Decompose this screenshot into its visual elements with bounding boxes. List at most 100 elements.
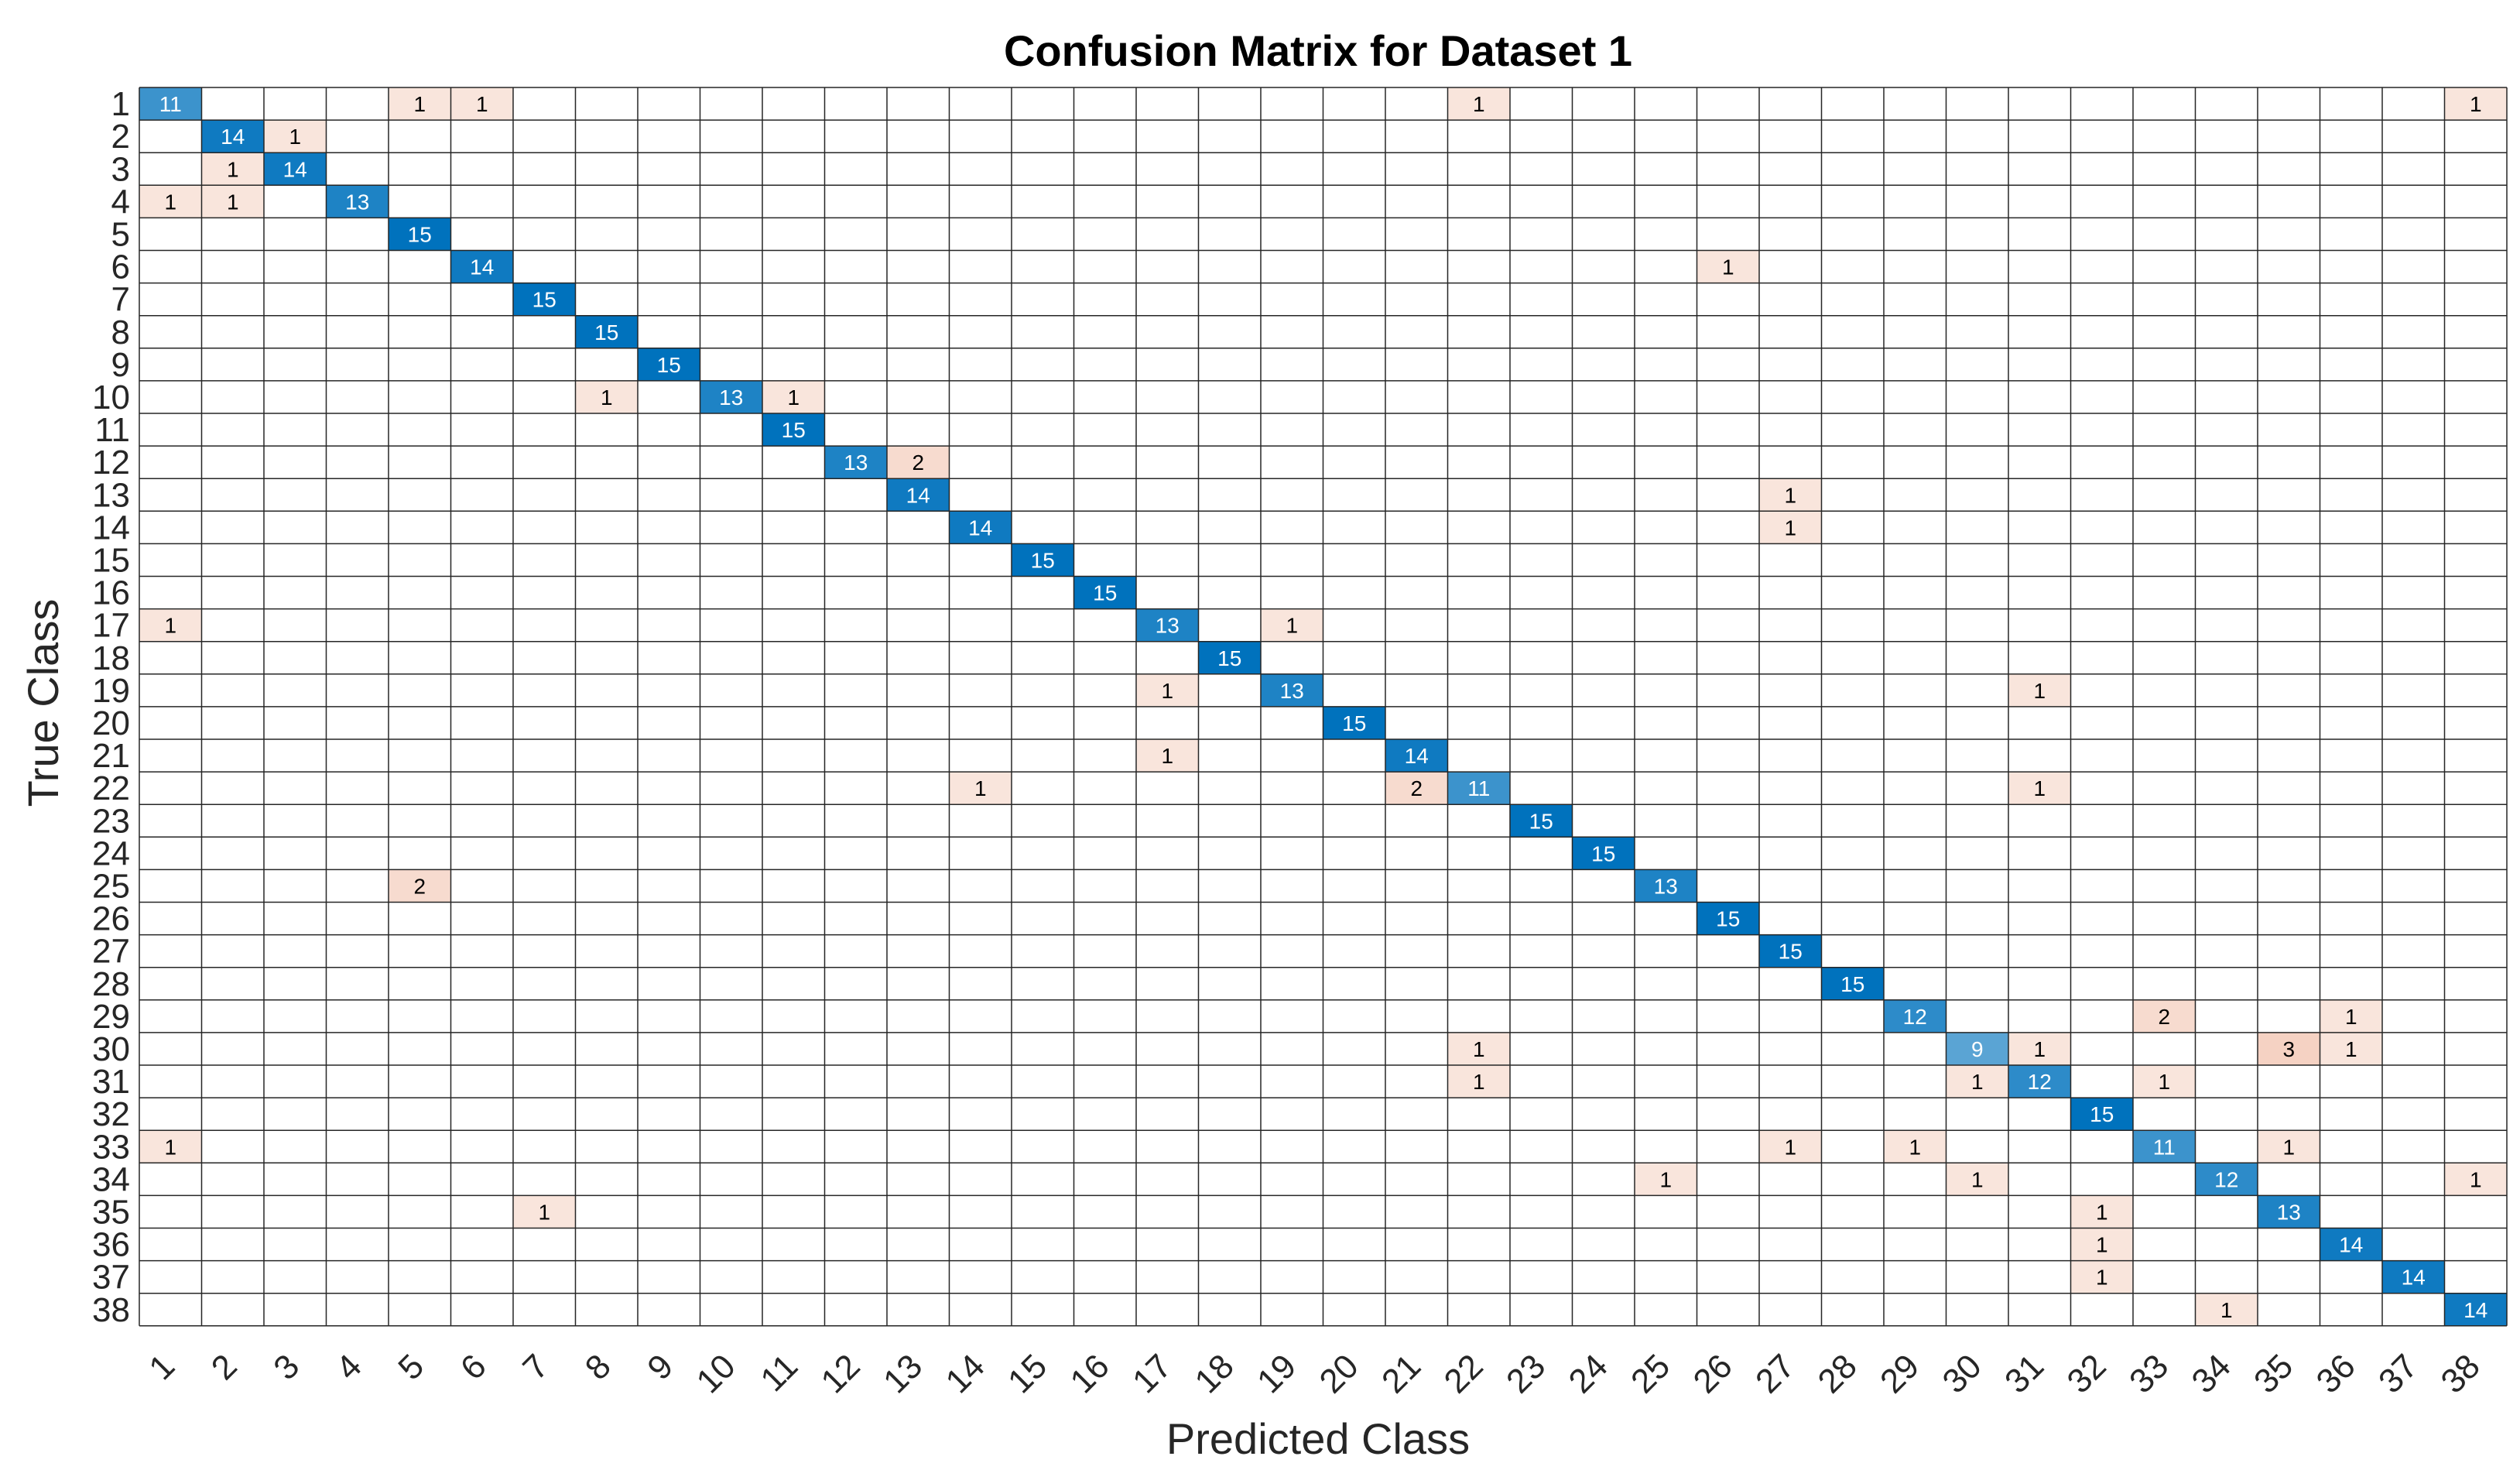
cell-value-label: 15 (594, 320, 618, 344)
x-tick-label: 34 (2185, 1347, 2238, 1400)
y-tick-label: 17 (92, 607, 130, 645)
matrix-cell (2444, 1163, 2507, 1196)
grid-layer (139, 87, 2508, 1327)
x-tick-label: 2 (204, 1347, 245, 1387)
cell-value-label: 15 (1840, 972, 1864, 996)
x-tick-label: 17 (1125, 1347, 1179, 1400)
x-tick-label: 12 (814, 1347, 868, 1400)
cell-value-label: 15 (532, 288, 556, 312)
cell-value-label: 1 (1286, 614, 1298, 638)
matrix-cell (264, 152, 327, 186)
y-tick-label: 12 (92, 444, 130, 481)
cell-value-label: 1 (1909, 1135, 1921, 1159)
cell-value-label: 15 (1031, 548, 1055, 572)
matrix-cell (2070, 1098, 2133, 1131)
cell-value-label: 1 (2470, 1167, 2482, 1191)
cell-value-label: 1 (1971, 1167, 1984, 1191)
matrix-cell (949, 511, 1012, 544)
x-tick-label: 3 (266, 1347, 306, 1387)
cell-value-label: 1 (1473, 1037, 1485, 1061)
x-tick-label: 22 (1437, 1347, 1491, 1400)
x-tick-label: 27 (1748, 1347, 1802, 1400)
matrix-cell (887, 478, 950, 512)
matrix-cell (2008, 673, 2071, 707)
matrix-cell (2008, 1032, 2071, 1065)
y-tick-label: 34 (92, 1160, 130, 1198)
matrix-cell (2382, 1260, 2445, 1294)
matrix-cell (1447, 1065, 1510, 1098)
matrix-cell (1697, 250, 1759, 283)
cell-value-label: 12 (1903, 1005, 1927, 1029)
x-tick-label: 6 (454, 1347, 494, 1387)
cell-value-label: 2 (912, 451, 924, 475)
cell-value-label: 1 (538, 1200, 550, 1224)
matrix-cell (1759, 478, 1822, 512)
cell-value-label: 1 (601, 385, 613, 409)
cell-value-label: 1 (1161, 679, 1173, 703)
y-tick-label: 20 (92, 704, 130, 742)
x-tick-label: 32 (2060, 1347, 2114, 1400)
cell-value-label: 2 (413, 874, 426, 898)
matrix-cell (389, 869, 451, 903)
matrix-cell (2008, 1065, 2071, 1098)
matrix-cell (1635, 869, 1697, 903)
matrix-cell (513, 283, 576, 316)
x-tick-label: 23 (1499, 1347, 1553, 1400)
cell-value-label: 1 (1473, 1070, 1485, 1094)
cell-value-label: 15 (782, 418, 806, 442)
matrix-cell (2008, 772, 2071, 805)
matrix-cell (1385, 772, 1448, 805)
cell-value-label: 1 (413, 92, 426, 116)
cell-value-label: 13 (844, 451, 868, 475)
matrix-cell (1946, 1163, 2008, 1196)
matrix-cell (1385, 739, 1448, 773)
cell-value-label: 15 (1217, 646, 1241, 670)
y-tick-label: 37 (92, 1259, 130, 1297)
matrix-cell (201, 185, 264, 218)
matrix-cell (2070, 1228, 2133, 1261)
matrix-cell (1261, 673, 1323, 707)
y-tick-label: 15 (92, 541, 130, 579)
matrix-cell (201, 120, 264, 153)
matrix-cell (450, 87, 513, 121)
matrix-cell (575, 380, 638, 413)
matrix-cell (139, 1130, 202, 1163)
matrix-cell (1198, 641, 1261, 674)
y-tick-label: 36 (92, 1226, 130, 1264)
cell-value-label: 12 (2028, 1070, 2052, 1094)
x-tick-labels: 1 2 3 4 5 6 7 8 9 10 11 12 13 14 15 16 17 18 19 20 21 22 23 24 2… (142, 1347, 2487, 1400)
cell-value-label: 11 (2153, 1135, 2176, 1159)
cell-value-label: 1 (2158, 1070, 2170, 1094)
matrix-cell (2070, 1260, 2133, 1294)
matrix-cell (1447, 1032, 1510, 1065)
matrix-cell (389, 87, 451, 121)
x-axis-label: Predicted Class (1166, 1414, 1470, 1463)
cell-value-label: 1 (2033, 679, 2046, 703)
cell-value-label: 1 (2345, 1037, 2357, 1061)
matrix-cell (949, 772, 1012, 805)
matrix-cell (1510, 804, 1573, 838)
cell-value-label: 14 (221, 125, 245, 149)
x-tick-label: 31 (1998, 1347, 2051, 1400)
x-tick-label: 16 (1063, 1347, 1117, 1400)
cell-value-label: 1 (289, 125, 301, 149)
y-tick-label: 30 (92, 1030, 130, 1068)
x-tick-label: 35 (2247, 1347, 2300, 1400)
matrix-cell (201, 152, 264, 186)
y-tick-label: 18 (92, 639, 130, 677)
cell-value-label: 1 (164, 1135, 176, 1159)
x-tick-label: 28 (1811, 1347, 1864, 1400)
y-tick-label: 11 (94, 411, 130, 449)
matrix-cell (887, 446, 950, 479)
x-tick-label: 11 (753, 1347, 805, 1399)
matrix-cell (1884, 999, 1946, 1033)
matrix-cell (2070, 1195, 2133, 1228)
matrix-cell (824, 446, 887, 479)
matrix-cell (1759, 511, 1822, 544)
cell-value-label: 12 (2214, 1167, 2238, 1191)
matrix-cell (1073, 576, 1136, 609)
cell-value-label: 13 (1156, 614, 1180, 638)
cell-value-label: 14 (906, 483, 930, 507)
y-axis-label: True Class (19, 599, 67, 807)
matrix-cell (513, 1195, 576, 1228)
